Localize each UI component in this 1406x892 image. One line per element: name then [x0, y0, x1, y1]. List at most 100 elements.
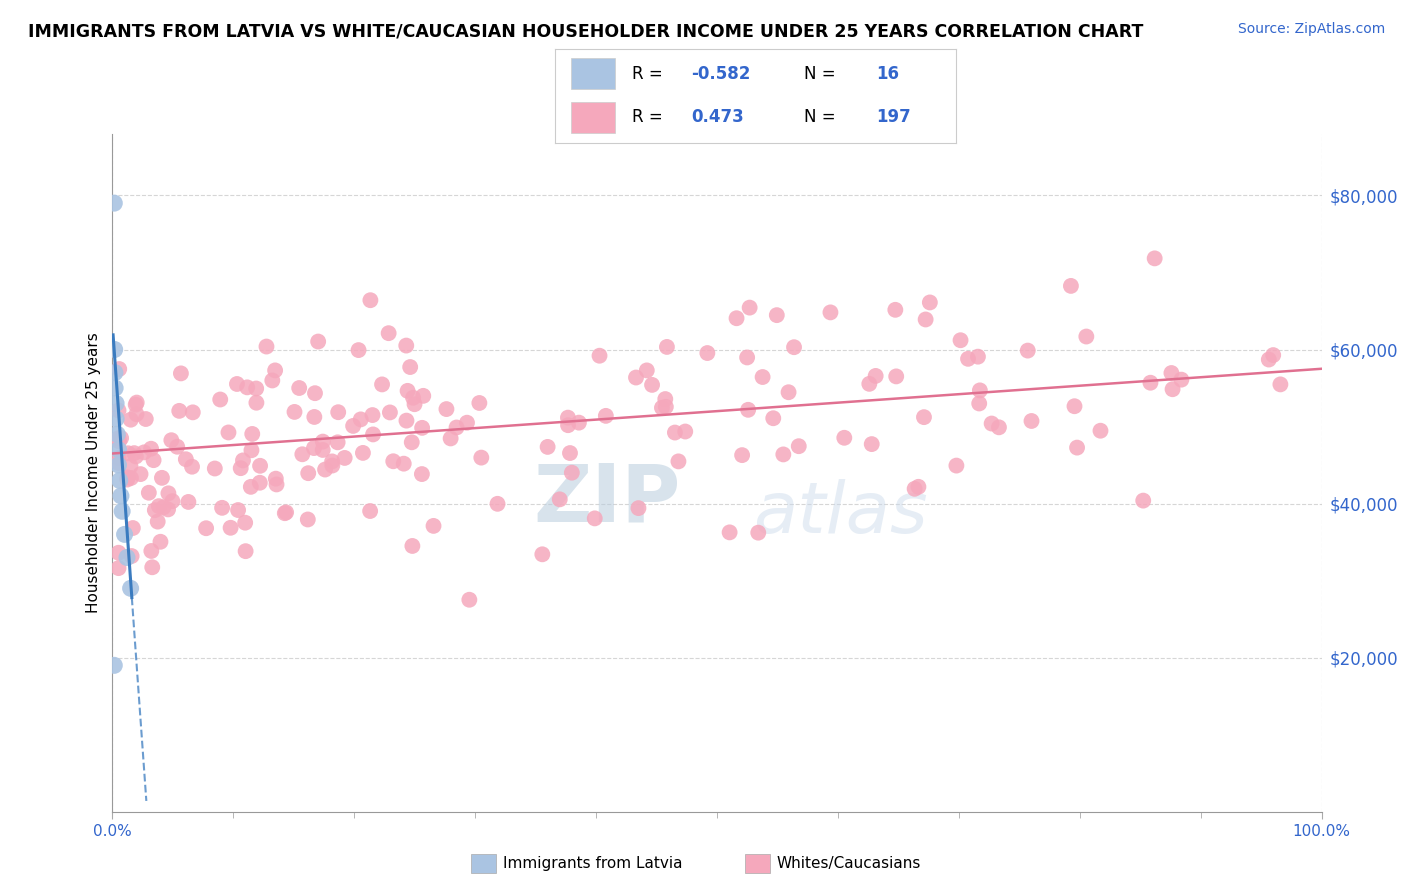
Point [588, 349, 610, 363]
Point [266, 477, 288, 491]
Point [557, 418, 579, 433]
Point [274, 505, 297, 519]
Point [297, 466, 319, 480]
Point [980, 417, 1002, 431]
Point [312, 442, 335, 457]
Point [125, 450, 148, 464]
Point [288, 381, 311, 395]
FancyBboxPatch shape [571, 59, 616, 89]
Point [359, 293, 381, 308]
Point [967, 396, 990, 410]
Point [181, 459, 204, 474]
Point [627, 501, 650, 516]
Point [1270, 377, 1292, 392]
Point [170, 367, 193, 381]
Point [297, 512, 319, 526]
Point [624, 370, 647, 384]
Point [401, 539, 423, 553]
Point [107, 456, 129, 470]
Point [884, 369, 907, 384]
Point [195, 521, 218, 535]
Text: 16: 16 [876, 65, 898, 83]
Point [104, 343, 127, 357]
Point [747, 525, 769, 540]
Point [107, 561, 129, 575]
Point [399, 359, 422, 374]
Point [105, 412, 128, 426]
Point [1132, 493, 1154, 508]
Point [787, 439, 810, 453]
Point [865, 368, 887, 383]
Point [673, 425, 696, 439]
Point [392, 457, 415, 471]
Point [107, 442, 129, 457]
Point [655, 400, 678, 414]
Point [347, 343, 370, 357]
Point [307, 334, 329, 349]
Point [411, 421, 433, 435]
Text: Immigrants from Latvia: Immigrants from Latvia [503, 856, 683, 871]
Point [377, 326, 399, 341]
Point [115, 550, 138, 565]
Point [125, 395, 148, 409]
Point [142, 453, 165, 467]
Point [139, 442, 162, 456]
Point [1063, 399, 1085, 413]
Point [333, 450, 356, 465]
Point [772, 447, 794, 461]
Text: R =: R = [631, 65, 668, 83]
Point [762, 411, 785, 425]
Point [395, 414, 418, 428]
Point [396, 384, 419, 398]
Point [912, 410, 935, 425]
Point [132, 445, 155, 459]
Point [371, 377, 394, 392]
Point [283, 405, 305, 419]
Point [177, 495, 200, 509]
Point [1143, 252, 1166, 266]
Point [668, 454, 690, 468]
Point [725, 311, 748, 326]
Point [125, 398, 148, 412]
Point [1076, 329, 1098, 343]
FancyBboxPatch shape [571, 103, 616, 134]
Point [204, 461, 226, 475]
Point [326, 435, 349, 450]
Point [636, 363, 658, 377]
Point [167, 404, 190, 418]
Point [411, 467, 433, 481]
Point [395, 338, 418, 352]
Point [291, 447, 314, 461]
Point [361, 427, 384, 442]
Point [967, 350, 990, 364]
Point [378, 405, 401, 419]
Point [149, 534, 172, 549]
Point [558, 446, 581, 460]
Point [104, 381, 127, 395]
Point [114, 527, 136, 541]
Point [157, 502, 180, 516]
Point [104, 366, 127, 380]
Point [402, 391, 425, 405]
Point [110, 489, 132, 503]
Point [162, 494, 184, 508]
Point [1160, 366, 1182, 380]
Point [382, 454, 405, 468]
Point [858, 376, 880, 391]
Point [143, 503, 166, 517]
Point [120, 582, 142, 596]
Point [1263, 348, 1285, 362]
Point [240, 443, 263, 458]
Point [219, 521, 242, 535]
Text: Source: ZipAtlas.com: Source: ZipAtlas.com [1237, 22, 1385, 37]
Text: IMMIGRANTS FROM LATVIA VS WHITE/CAUCASIAN HOUSEHOLDER INCOME UNDER 25 YEARS CORR: IMMIGRANTS FROM LATVIA VS WHITE/CAUCASIA… [28, 22, 1143, 40]
Point [737, 402, 759, 417]
Point [120, 471, 142, 485]
Text: ZIP: ZIP [533, 461, 681, 539]
Point [1090, 424, 1112, 438]
Point [738, 301, 761, 315]
Point [1060, 279, 1083, 293]
Point [209, 392, 232, 407]
Point [120, 413, 142, 427]
Point [108, 474, 131, 488]
